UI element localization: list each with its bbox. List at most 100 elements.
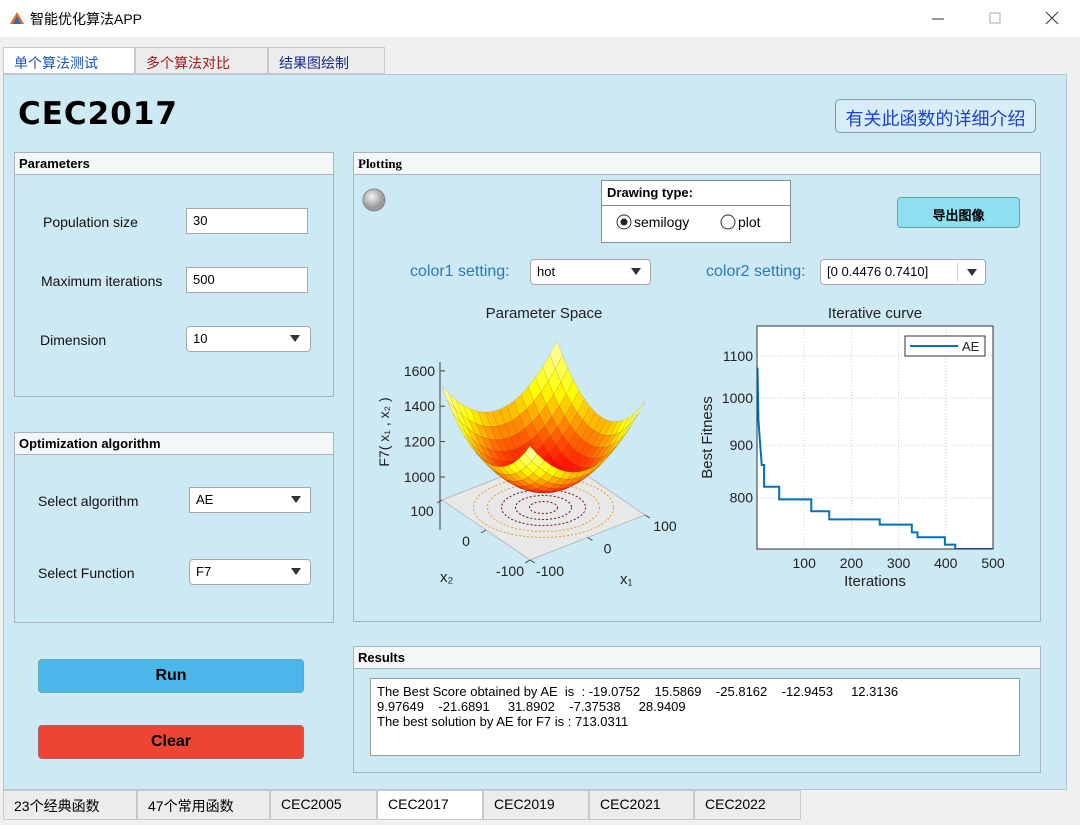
y-tick — [524, 559, 531, 564]
dropdown[interactable]: F7 — [189, 559, 311, 585]
bottom-tabs: 23个经典函数 47个常用函数 CEC2005 CEC2017 CEC2019 CEC20… — [3, 790, 1067, 820]
dropdown-arrow — [291, 496, 301, 503]
clear-button[interactable]: Clear — [38, 725, 304, 759]
surface-patch — [474, 451, 488, 466]
surface-patch — [495, 439, 510, 452]
surface-patch — [465, 433, 479, 451]
text-input[interactable]: 30 — [186, 208, 308, 234]
dropdown[interactable]: [0 0.4476 0.7410] — [820, 259, 986, 285]
surface-patch — [470, 408, 484, 427]
surface-patch — [481, 436, 495, 452]
surface-patch — [454, 408, 468, 429]
surface-patch — [475, 423, 490, 440]
surface-patch — [501, 450, 515, 462]
contour — [529, 501, 558, 514]
panel-title: Plotting — [354, 153, 1040, 175]
surface-patch — [484, 411, 499, 427]
tab[interactable]: CEC2021 — [589, 790, 694, 820]
surface-patch — [497, 423, 511, 440]
surface — [441, 340, 646, 494]
panel-title: Optimization algorithm — [15, 433, 333, 455]
text-input[interactable]: 500 — [186, 267, 308, 293]
x-axis-label: x₁ — [620, 571, 633, 588]
result-line: The best solution by AE for F7 is : 713.… — [377, 714, 629, 729]
dropdown-arrow — [957, 262, 977, 282]
x-tick-label: 300 — [887, 555, 911, 571]
dropdown[interactable]: AE — [189, 487, 311, 513]
tab[interactable]: 多个算法对比 — [135, 47, 268, 74]
surface-patch — [532, 491, 546, 494]
results-text: The Best Score obtained by AE is : -19.0… — [370, 678, 1020, 756]
chart-title: Iterative curve — [828, 305, 922, 322]
window-controls[interactable] — [920, 8, 1070, 28]
tab[interactable]: CEC2019 — [483, 790, 589, 820]
radio-label: plot — [738, 214, 761, 230]
app-icon — [10, 12, 24, 24]
radio-button[interactable] — [720, 214, 736, 230]
z-tick-label: 1400 — [404, 398, 435, 414]
surface-patch — [486, 448, 501, 462]
dropdown[interactable]: 10 — [186, 326, 311, 352]
z-tick-label: 1600 — [404, 363, 435, 379]
tab[interactable]: CEC2022 — [694, 790, 801, 820]
y-tick-label: -100 — [496, 563, 524, 579]
x-tick-label: 100 — [653, 518, 677, 534]
x-tick-label: -100 — [536, 563, 564, 579]
contour — [515, 495, 572, 520]
contour — [487, 483, 600, 532]
z-axis-label: F7( x₁ , x₂ ) — [376, 397, 392, 466]
panel-title: Parameters — [15, 153, 333, 175]
surface-patch — [490, 425, 504, 441]
y-tick-label: 900 — [730, 437, 754, 453]
color1-label: color1 setting: — [410, 263, 510, 280]
y-axis-label: Best Fitness — [699, 396, 716, 479]
tab[interactable]: 结果图绘制 — [268, 47, 385, 74]
dropdown[interactable]: hot — [530, 259, 651, 285]
radio-label: semilogy — [634, 214, 690, 230]
run-button[interactable]: Run — [38, 659, 304, 693]
y-axis-label: x₂ — [440, 569, 454, 586]
dropdown-arrow — [291, 568, 301, 575]
tab[interactable]: 47个常用函数 — [137, 790, 270, 820]
tab[interactable]: 23个经典函数 — [3, 790, 137, 820]
axes-frame — [756, 325, 994, 550]
y-tick — [436, 499, 443, 504]
radio-button[interactable] — [616, 214, 632, 230]
tab[interactable]: CEC2005 — [270, 790, 377, 820]
surface-patch — [503, 436, 517, 452]
field-label: Select algorithm — [38, 493, 139, 509]
title-bar: 智能优化算法APP — [0, 0, 1080, 37]
info-button[interactable]: 有关此函数的详细介绍 — [835, 99, 1036, 133]
y-tick-label: 800 — [730, 490, 754, 506]
field-label: Population size — [43, 214, 138, 230]
x-tick — [644, 514, 651, 519]
heading: CEC2017 — [18, 96, 178, 132]
x-tick-label: 0 — [604, 541, 612, 557]
surface-patch — [485, 461, 499, 474]
tab[interactable]: CEC2017 — [377, 790, 483, 820]
surface-patch — [469, 444, 483, 460]
z-tick-label: 1200 — [404, 434, 435, 450]
surface-patch — [460, 421, 474, 440]
surface-patch — [480, 457, 494, 471]
surface-patch — [632, 400, 646, 422]
result-line: The Best Score obtained by AE is : -19.0… — [377, 684, 899, 699]
x-tick-label: 100 — [793, 555, 817, 571]
group-title: Drawing type: — [607, 185, 693, 200]
x-tick — [529, 559, 536, 564]
result-line: 9.97649 -21.6891 31.8902 -7.37538 28.940… — [377, 699, 686, 714]
export-button[interactable]: 导出图像 — [897, 197, 1020, 228]
surface-patch — [496, 466, 511, 475]
optimization-panel: Optimization algorithm Select algorithm … — [14, 432, 334, 623]
field-label: Maximum iterations — [41, 273, 163, 289]
x-tick-label: 500 — [981, 555, 1005, 571]
tab[interactable]: 单个算法测试 — [3, 47, 135, 74]
x-tick-label: 400 — [934, 555, 958, 571]
drawing-type-group: Drawing type: semilogy plot — [601, 180, 791, 243]
surface-patch — [471, 443, 485, 459]
surface-patch — [617, 426, 631, 445]
plots: Parameter Space1000120014001600-1000100-… — [376, 305, 1005, 590]
x-tick-label: 200 — [840, 555, 864, 571]
contour — [501, 489, 586, 526]
status-lamp — [362, 188, 386, 212]
